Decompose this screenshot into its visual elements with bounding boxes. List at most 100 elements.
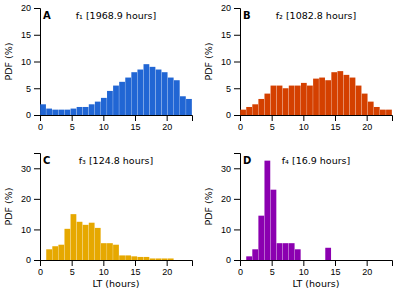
tick: 0 [38,260,43,277]
tick-label: 0 [26,255,31,265]
tick-mark [34,229,40,230]
tick-label: 5 [70,122,75,132]
tick-label: 15 [21,30,31,40]
bar [150,258,156,260]
bar [162,258,168,260]
bar [325,80,331,115]
y-axis-title: PDF (%) [203,43,214,81]
bar [319,78,325,115]
tick-mark [135,260,136,266]
tick-mark [103,115,104,121]
bar [344,260,350,261]
bar [113,86,119,115]
marks [46,214,173,260]
tick: 5 [270,260,275,277]
panel: 051015200102030f₄ [16.9 hours]DPDF (%)LT… [203,154,393,290]
y-axis-title: PDF (%) [3,188,14,226]
bar [107,91,113,115]
tick-label: 0 [238,267,243,277]
bar [313,79,319,115]
texts: f₃ [124.8 hours] C PDF (%) LT (hours) [3,155,153,289]
axis-line [41,261,193,267]
y-axis: 05101520 [221,3,241,120]
x-axis: 05101520 [38,115,193,132]
tick: 0 [226,255,240,265]
bar [344,75,350,115]
bar [258,99,264,115]
bar [77,107,83,115]
tick: 15 [330,260,340,277]
tick-label: 0 [226,110,231,120]
tick-mark [234,168,240,169]
x-axis: 0 5 10 15 20 [238,260,393,277]
tick-label: 20 [21,194,31,204]
tick-mark [34,8,40,9]
bar [337,71,343,115]
tick: 10 [21,225,40,235]
bar [325,248,331,260]
bar [58,245,64,260]
panel-title: f₃ [124.8 hours] [79,155,154,166]
bar [264,94,270,115]
bar [119,82,125,115]
bar [289,243,295,260]
bar [374,260,380,261]
bar [101,98,107,115]
tick: 0 [26,110,40,120]
tick-label: 20 [362,122,372,132]
bar [240,110,246,115]
bar [246,107,252,115]
bar [131,72,137,115]
tick-label: 10 [21,57,31,67]
tick-label: 10 [221,225,231,235]
bar [101,243,107,260]
tick-label: 5 [26,84,31,94]
tick: 20 [362,260,372,277]
bar [137,70,143,115]
tick-mark [234,88,240,89]
bar [131,256,137,260]
tick: 20 [162,115,172,132]
panel: 0510152005101520f₂ [1082.8 hours]BPDF (%… [203,3,393,132]
tick: 0 [238,115,243,132]
tick: 10 [299,260,309,277]
tick-label: 20 [221,3,231,13]
bar [301,83,307,115]
panel-label: B [243,10,251,21]
bar [58,110,64,115]
tick-mark [167,260,168,266]
tick: 0 [26,255,40,265]
x-axis-title: LT (hours) [293,278,340,289]
tick-label: 5 [226,84,231,94]
tick-mark [335,115,336,121]
tick-label: 10 [99,122,109,132]
bar [368,260,374,261]
bar [174,260,180,261]
bar [350,260,356,261]
panel-title: f₁ [1968.9 hours] [76,10,157,21]
bar [331,72,337,115]
x-axis-title: LT (hours) [93,278,140,289]
tick-label: 15 [130,267,140,277]
bar [258,216,264,260]
tick-label: 15 [221,30,231,40]
tick: 10 [99,260,109,277]
tick: 5 [26,84,40,94]
bar [52,246,58,260]
tick-mark [234,115,240,116]
bar [246,256,252,260]
panel-label: C [43,155,50,166]
axis-line [41,116,193,122]
bar [71,214,77,260]
bar [64,229,70,260]
bar [107,243,113,260]
tick-mark [335,260,336,266]
tick-mark [72,115,73,121]
tick: 15 [330,115,340,132]
bar [252,104,258,115]
bar [52,110,58,115]
tick-mark [34,62,40,63]
tick-mark [167,115,168,121]
axis-line [34,9,41,116]
bar [307,86,313,115]
